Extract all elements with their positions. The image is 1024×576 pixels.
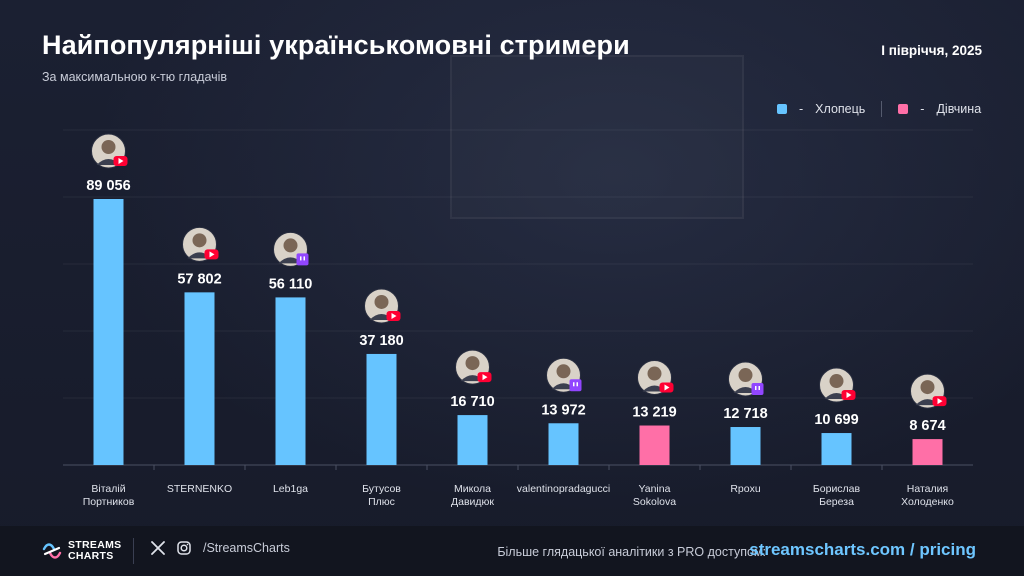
page-subtitle: За максимальною к-тю гладачів (42, 70, 228, 84)
twitch-icon-mark (576, 382, 578, 387)
bar (366, 353, 397, 465)
instagram-icon[interactable] (177, 541, 191, 555)
bar-chart: 89 056 Віталій Портников 57 802 STERNENKO 56 … (63, 129, 973, 508)
streamscharts-logo-icon (42, 543, 62, 559)
twitch-icon (296, 253, 309, 266)
value-label: 37 180 (359, 333, 403, 349)
category-label: Leb1ga (273, 483, 308, 495)
social-handle[interactable]: /StreamsCharts (203, 541, 290, 555)
category-label: Rpoxu (730, 483, 761, 495)
bar (275, 297, 306, 465)
twitch-icon (569, 379, 582, 392)
category-label: valentinopradagucci (517, 483, 610, 495)
youtube-play-icon (846, 392, 852, 399)
period-label: І півріччя, 2025 (881, 43, 982, 58)
brand-line-1: STREAMS (68, 539, 122, 551)
legend-swatch-female (898, 104, 909, 114)
category-label: Yanina Sokolova (633, 483, 676, 508)
twitch-icon-mark (755, 386, 757, 391)
footer (0, 526, 1024, 576)
twitch-icon-mark (573, 382, 575, 387)
social-links: /StreamsCharts (151, 541, 290, 555)
twitch-icon-mark (303, 256, 305, 261)
youtube-play-icon (209, 251, 215, 258)
youtube-play-icon (118, 158, 124, 164)
value-label: 13 219 (632, 405, 676, 421)
avatar-head-shape (556, 364, 571, 379)
avatar-head-shape (465, 356, 480, 371)
legend-label-male: Хлопець (815, 102, 866, 116)
avatar-head-shape (192, 233, 207, 248)
legend-swatch-male (777, 104, 787, 114)
bar (93, 199, 124, 465)
twitch-icon-mark (758, 386, 760, 391)
pricing-link[interactable]: streamscharts.com / pricing (749, 540, 976, 559)
category-label: Борислав Береза (813, 483, 861, 508)
legend-label-female: Дівчина (936, 102, 982, 116)
avatar-head-shape (829, 374, 844, 389)
value-label: 89 056 (86, 178, 130, 194)
value-label: 56 110 (269, 276, 313, 292)
footer-divider (133, 538, 134, 564)
category-label: Наталия Холоденко (901, 483, 954, 508)
bar (821, 433, 852, 465)
bar (457, 415, 488, 465)
value-label: 13 972 (541, 402, 585, 418)
twitch-icon (751, 383, 764, 396)
value-label: 8 674 (909, 418, 945, 434)
youtube-play-icon (664, 384, 670, 391)
youtube-play-icon (482, 374, 488, 381)
x-icon[interactable] (151, 541, 165, 555)
avatar-head-shape (738, 368, 753, 383)
avatar-head-shape (647, 366, 662, 381)
page-title: Найпопулярніші українськомовні стримери (42, 30, 630, 60)
youtube-play-icon (391, 312, 397, 319)
background-screen-decoration (450, 55, 744, 219)
bar (730, 427, 761, 465)
value-label: 12 718 (723, 406, 767, 422)
legend: - Хлопець - Дівчина (777, 100, 981, 118)
value-label: 16 710 (450, 394, 494, 410)
twitch-icon-mark (300, 256, 302, 261)
category-label: Бутусов Плюс (362, 483, 401, 508)
brand-line-2: CHARTS (68, 550, 114, 562)
youtube-play-icon (937, 398, 943, 405)
value-label: 57 802 (177, 271, 221, 287)
avatar-head-shape (101, 140, 116, 154)
bar (184, 292, 215, 465)
category-label: Микола Давидюк (451, 483, 494, 508)
category-label: Віталій Портников (83, 483, 135, 508)
bar (548, 423, 579, 465)
avatar-head-shape (283, 238, 298, 253)
promo-text: Більше глядацької аналітики з PRO доступ… (497, 545, 766, 559)
value-label: 10 699 (814, 412, 858, 428)
streamscharts-logo[interactable]: STREAMS CHARTS (42, 540, 121, 562)
bar (639, 425, 670, 465)
avatar-head-shape (374, 294, 389, 309)
bar (912, 439, 943, 465)
category-label: STERNENKO (167, 483, 232, 495)
avatar-head-shape (920, 380, 935, 395)
